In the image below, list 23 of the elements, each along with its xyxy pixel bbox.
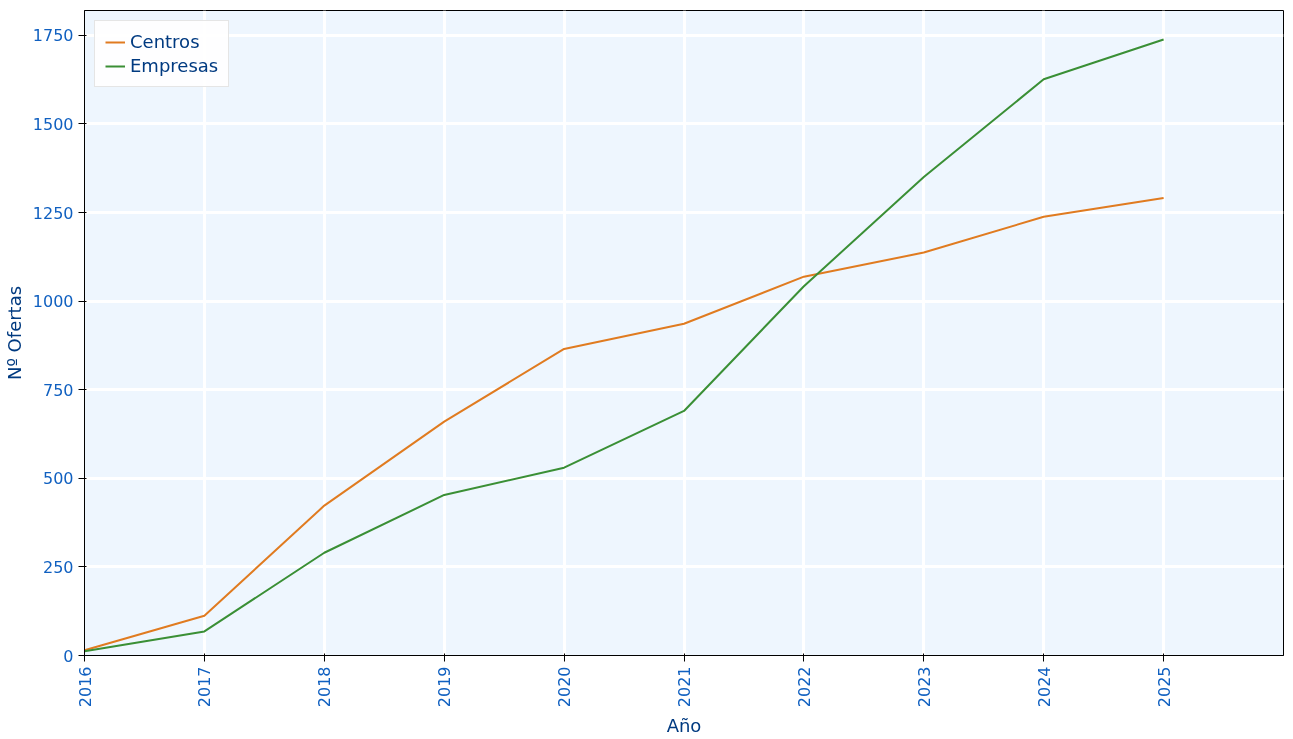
x-tick-label: 2022	[794, 666, 814, 708]
y-tick-label: 1500	[32, 114, 74, 134]
y-tick-label: 250	[42, 557, 74, 577]
x-tick-label: 2019	[435, 666, 455, 708]
x-tick-label: 2017	[195, 666, 215, 708]
y-tick-label: 1000	[32, 292, 74, 312]
y-tick-label: 1250	[32, 203, 74, 223]
x-tick-label: 2021	[675, 666, 694, 708]
y-tick-label: 750	[42, 380, 74, 400]
legend-label: Centros	[130, 31, 200, 52]
legend-label: Empresas	[130, 55, 219, 76]
x-tick-label: 2020	[555, 666, 575, 708]
x-tick-label: 2016	[75, 666, 95, 708]
x-tick-label: 2025	[1154, 666, 1174, 708]
x-tick-label: 2023	[914, 666, 934, 708]
y-axis-title: Nº Ofertas	[3, 285, 25, 381]
y-tick-label: 1750	[32, 26, 74, 46]
x-tick-label: 2018	[315, 666, 335, 708]
y-tick-label: 0	[63, 646, 74, 666]
y-tick-label: 500	[42, 469, 74, 489]
x-tick-label: 2024	[1034, 666, 1054, 708]
line-series	[84, 196, 1165, 652]
x-axis-title: Año	[666, 715, 702, 737]
